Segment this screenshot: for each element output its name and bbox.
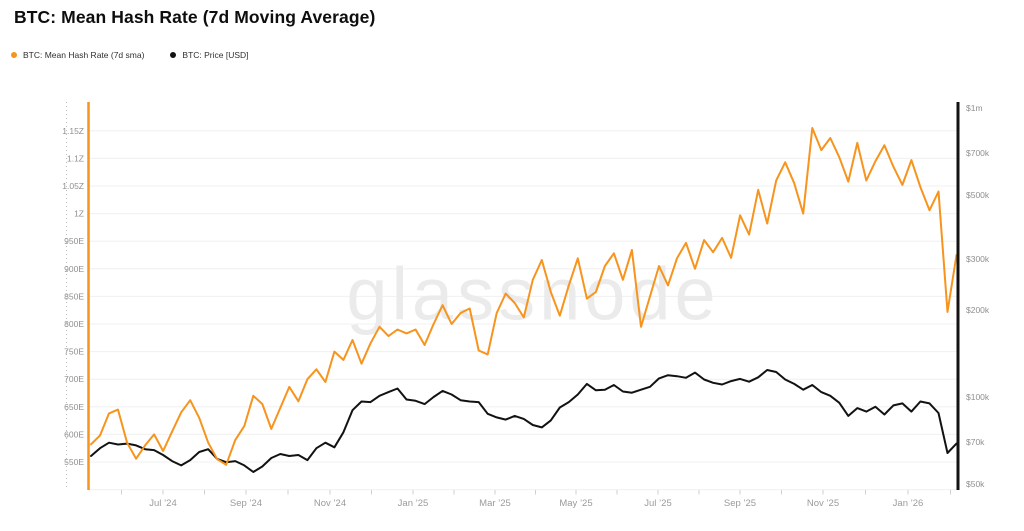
y-axis-label-right: $300k (966, 254, 990, 264)
x-axis-label: Mar ’25 (479, 498, 511, 509)
y-axis-label-left: 1Z (74, 209, 84, 219)
legend-item-hashrate[interactable]: BTC: Mean Hash Rate (7d sma) (11, 50, 144, 60)
legend-label-price: BTC: Price [USD] (182, 50, 249, 60)
y-axis-label-left: 750E (64, 347, 84, 357)
x-axis-label: Jan ’25 (398, 498, 429, 509)
y-axis-label-left: 1.15Z (62, 126, 84, 136)
x-axis-label: Jan ’26 (893, 498, 924, 509)
hash-rate-line (90, 127, 958, 466)
y-axis-label-left: 550E (64, 457, 84, 467)
price-line (90, 369, 958, 473)
y-axis-label-left: 600E (64, 429, 84, 439)
legend-swatch-price-icon (170, 52, 177, 58)
y-axis-label-left: 900E (64, 264, 84, 274)
y-axis-label-right: $70k (966, 437, 985, 447)
y-axis-label-right: $700k (966, 148, 990, 158)
legend: BTC: Mean Hash Rate (7d sma) BTC: Price … (11, 50, 249, 60)
x-axis-label: Sep ’25 (724, 498, 756, 509)
y-axis-label-right: $100k (966, 392, 990, 402)
x-axis-label: Jul ’24 (149, 498, 176, 509)
y-axis-label-right: $1m (966, 103, 983, 113)
y-axis-label-right: $200k (966, 305, 990, 315)
x-axis-label: Nov ’24 (314, 498, 346, 509)
y-axis-label-left: 650E (64, 402, 84, 412)
legend-swatch-hashrate-icon (11, 52, 17, 58)
y-axis-label-left: 700E (64, 374, 84, 384)
x-axis-label: Sep ’24 (230, 498, 262, 509)
legend-item-price[interactable]: BTC: Price [USD] (170, 50, 249, 60)
y-axis-label-left: 950E (64, 236, 84, 246)
x-axis-label: Jul ’25 (644, 498, 671, 509)
x-axis-label: May ’25 (559, 498, 592, 509)
legend-label-hashrate: BTC: Mean Hash Rate (7d sma) (23, 50, 145, 60)
x-axis-label: Nov ’25 (807, 498, 839, 509)
y-axis-label-left: 1.05Z (62, 181, 84, 191)
y-axis-label-right: $500k (966, 190, 990, 200)
glassnode-watermark: glassnode (346, 253, 719, 336)
y-axis-label-left: 850E (64, 291, 84, 301)
y-axis-label-left: 1.1Z (67, 153, 84, 163)
y-axis-label-right: $50k (966, 479, 985, 489)
y-axis-label-left: 800E (64, 319, 84, 329)
chart-title: BTC: Mean Hash Rate (7d Moving Average) (14, 7, 376, 27)
